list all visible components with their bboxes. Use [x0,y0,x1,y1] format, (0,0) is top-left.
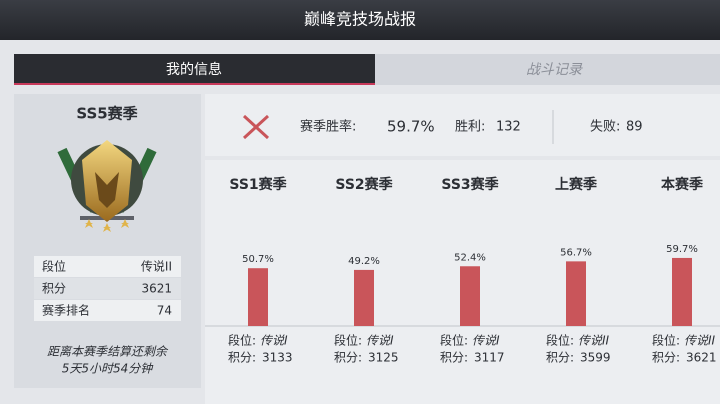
points: 3125 [368,351,399,365]
wins-label: 胜利: [455,120,485,135]
header-title: 巅峰竞技场战报 [304,10,416,29]
rank: 传说II [578,334,610,348]
points: 3621 [686,351,717,365]
wins: 132 [496,120,521,135]
rank-emblem [57,140,157,232]
value-label: 52.4% [454,252,486,263]
rank-label: 段位: [334,333,362,348]
season-label: SS3赛季 [441,176,498,193]
points-label: 积分: [652,351,680,365]
row-label: 赛季排名 [42,303,90,318]
bar [672,257,692,326]
win-rate: 59.7% [387,118,435,136]
profile-table: 段位 传说II 积分 3621 赛季排名 74 [34,256,181,321]
rank-label: 段位: [546,333,574,348]
rank: 传说I [366,334,394,348]
row-value: 传说II [141,259,172,274]
value-label: 49.2% [348,256,380,267]
countdown-time: 5天5小时54分钟 [62,362,155,376]
points-label: 积分: [546,351,574,365]
row-value: 74 [157,304,172,318]
losses: 89 [626,120,643,135]
tab-label[interactable]: 战斗记录 [526,62,583,78]
swords-icon [242,114,270,140]
tab-inactive[interactable] [375,54,720,85]
season-title: SS5赛季 [76,105,137,123]
season-label: SS1赛季 [229,176,286,193]
rank-label: 段位: [652,333,680,348]
season-label: 上赛季 [555,176,597,193]
rank: 传说II [684,334,716,348]
win-rate-label: 赛季胜率: [300,119,356,135]
points: 3133 [262,351,293,365]
points-label: 积分: [334,351,362,365]
season-label: SS2赛季 [335,176,392,193]
row-label: 段位 [42,259,66,274]
points-label: 积分: [440,351,468,365]
points: 3599 [580,351,611,365]
tab-active[interactable] [14,54,375,85]
season-label: 本赛季 [661,176,703,193]
table-row [34,256,181,277]
value-label: 59.7% [666,244,698,255]
table-row [34,278,181,299]
bar [248,268,268,326]
points-label: 积分: [228,351,256,365]
row-value: 3621 [141,282,172,296]
bar [354,269,374,326]
row-label: 积分 [42,282,66,296]
rank: 传说I [260,334,288,348]
rank: 传说I [472,334,500,348]
losses-label: 失败: [590,120,620,135]
rank-label: 段位: [228,333,256,348]
bar [460,266,480,326]
header-bar [0,0,720,40]
chart: SS1赛季 50.7% 段位: 传说I 积分: 3133 SS2赛季 49.2% 段位: 传说I 积… [228,176,717,365]
value-label: 56.7% [560,247,592,258]
value-label: 50.7% [242,254,274,265]
rank-label: 段位: [440,333,468,348]
countdown-label: 距离本赛季结算还剩余 [47,345,169,359]
points: 3117 [474,351,505,365]
table-row [34,300,181,321]
tab-underline [14,83,375,85]
summary-panel [205,94,720,156]
tab-label[interactable]: 我的信息 [166,61,222,78]
bar [566,261,586,326]
